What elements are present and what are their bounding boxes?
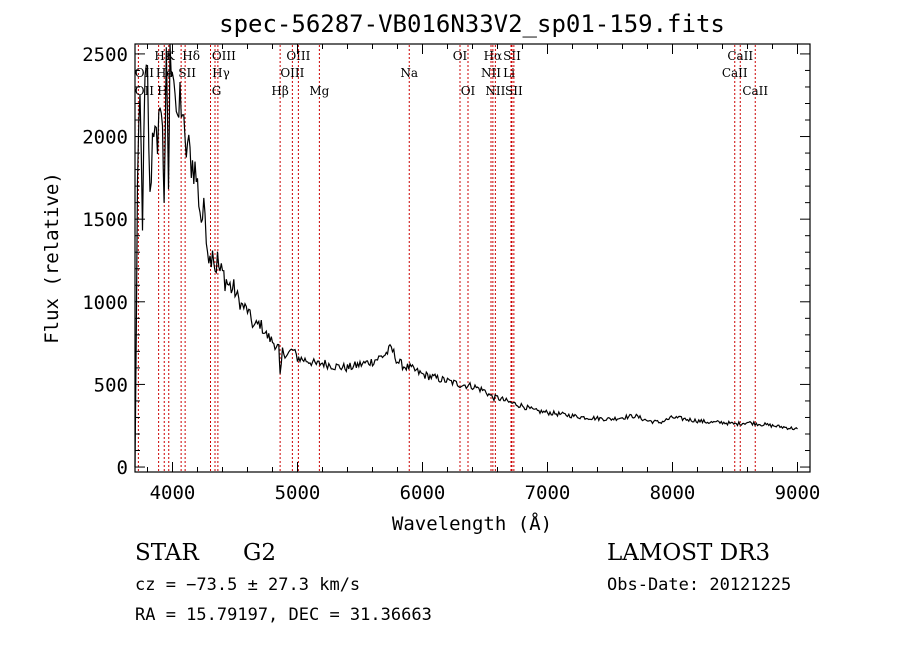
line-label: Hβ [271,84,288,98]
spectrum-line [134,44,798,468]
line-label: CaII [742,84,768,98]
x-tick-label: 4000 [150,482,196,504]
line-label: CaII [722,66,748,80]
x-axis-label: Wavelength (Å) [392,512,552,535]
line-label: OI [461,84,476,98]
obs-date: Obs-Date: 20121225 [607,575,791,595]
chart-title: spec-56287-VB016N33V2_sp01-159.fits [219,10,725,38]
line-label: H [157,84,167,98]
line-label: Hγ [212,66,230,80]
x-axis: 4000 5000 6000 7000 8000 9000 [147,44,821,504]
y-axis-label: Flux (relative) [41,172,63,344]
line-label: OII [135,66,155,80]
line-label: G [212,84,222,98]
object-class: STAR [135,540,199,566]
line-label: Hα [484,49,503,63]
line-label: Hδ [182,49,200,63]
y-tick-label: 1000 [82,292,128,314]
y-tick-label: 1500 [82,209,128,231]
line-label: CaII [727,49,753,63]
line-label: Na [400,66,418,80]
line-label: NII [485,84,505,98]
redshift-text: cz = −73.5 ± 27.3 km/s [135,575,360,595]
line-label: OI [453,49,468,63]
line-label: NII [481,66,501,80]
y-axis: 0 500 1000 1500 2000 2500 [82,44,810,479]
plot-frame [134,43,811,473]
line-label: Mg [309,84,329,98]
line-label: Li [503,66,515,80]
object-subclass: G2 [243,540,276,566]
line-label: OIII [212,49,236,63]
line-label: OIII [286,49,310,63]
survey-name: LAMOST DR3 [607,540,770,566]
x-tick-label: 8000 [650,482,696,504]
y-tick-label: 0 [117,457,128,479]
line-label: OIII [280,66,304,80]
y-tick-label: 2500 [82,44,128,66]
x-tick-label: 7000 [525,482,571,504]
x-tick-label: 6000 [400,482,446,504]
line-label: SII [178,66,196,80]
line-label: He [156,66,174,80]
line-label: SII [505,84,523,98]
ra-dec-text: RA = 15.79197, DEC = 31.36663 [135,605,432,625]
line-label: SII [503,49,521,63]
y-tick-label: 500 [94,374,128,396]
x-tick-label: 9000 [775,482,821,504]
y-tick-label: 2000 [82,127,128,149]
x-tick-label: 5000 [275,482,321,504]
